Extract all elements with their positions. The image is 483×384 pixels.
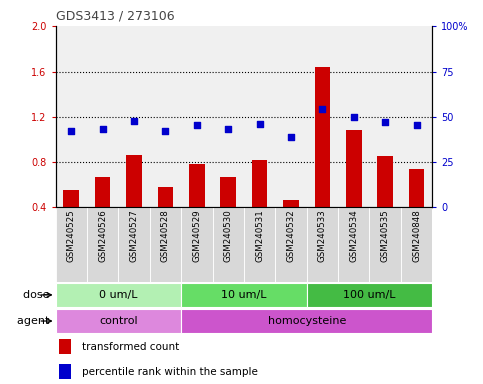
Point: [412, 122, 420, 128]
Bar: [157, 187, 173, 252]
Text: 0 um/L: 0 um/L: [99, 290, 138, 300]
Bar: [314, 67, 330, 252]
Text: GSM240530: GSM240530: [224, 209, 233, 262]
Bar: [126, 155, 142, 252]
Text: 100 um/L: 100 um/L: [343, 290, 396, 300]
Bar: [150, 207, 181, 282]
Bar: [118, 207, 150, 282]
Text: GSM240535: GSM240535: [381, 209, 390, 262]
Bar: [338, 207, 369, 282]
Point: [382, 119, 389, 126]
Point: [224, 126, 232, 132]
Point: [350, 114, 357, 120]
Bar: [213, 207, 244, 282]
Text: homocysteine: homocysteine: [268, 316, 346, 326]
Bar: [56, 309, 181, 333]
Text: dose: dose: [23, 290, 53, 300]
Point: [287, 134, 295, 140]
Text: GSM240525: GSM240525: [67, 209, 76, 262]
Bar: [275, 207, 307, 282]
Bar: [252, 160, 268, 252]
Bar: [283, 200, 299, 252]
Bar: [56, 283, 181, 307]
Bar: [220, 177, 236, 252]
Text: GSM240527: GSM240527: [129, 209, 139, 262]
Bar: [307, 207, 338, 282]
Point: [130, 118, 138, 124]
Bar: [409, 169, 425, 252]
Text: percentile rank within the sample: percentile rank within the sample: [82, 366, 258, 377]
Bar: [369, 207, 401, 282]
Bar: [56, 207, 87, 282]
Text: GSM240529: GSM240529: [192, 209, 201, 262]
Bar: [87, 207, 118, 282]
Point: [99, 126, 107, 132]
Point: [193, 122, 201, 128]
Text: control: control: [99, 316, 138, 326]
Bar: [63, 190, 79, 252]
Bar: [59, 364, 71, 379]
Bar: [401, 207, 432, 282]
Point: [161, 128, 170, 134]
Bar: [181, 309, 432, 333]
Bar: [59, 339, 71, 354]
Bar: [377, 156, 393, 252]
Bar: [181, 207, 213, 282]
Text: GSM240534: GSM240534: [349, 209, 358, 262]
Text: GSM240531: GSM240531: [255, 209, 264, 262]
Text: GSM240526: GSM240526: [98, 209, 107, 262]
Text: GSM240532: GSM240532: [286, 209, 296, 262]
Point: [68, 128, 75, 134]
Bar: [181, 283, 307, 307]
Text: GSM240848: GSM240848: [412, 209, 421, 262]
Bar: [307, 283, 432, 307]
Text: GSM240528: GSM240528: [161, 209, 170, 262]
Text: 10 um/L: 10 um/L: [221, 290, 267, 300]
Bar: [346, 130, 362, 252]
Bar: [189, 164, 205, 252]
Text: GDS3413 / 273106: GDS3413 / 273106: [56, 10, 174, 23]
Bar: [95, 177, 111, 252]
Text: transformed count: transformed count: [82, 341, 179, 352]
Bar: [244, 207, 275, 282]
Text: agent: agent: [17, 316, 53, 326]
Point: [256, 121, 264, 127]
Text: GSM240533: GSM240533: [318, 209, 327, 262]
Point: [319, 106, 327, 112]
